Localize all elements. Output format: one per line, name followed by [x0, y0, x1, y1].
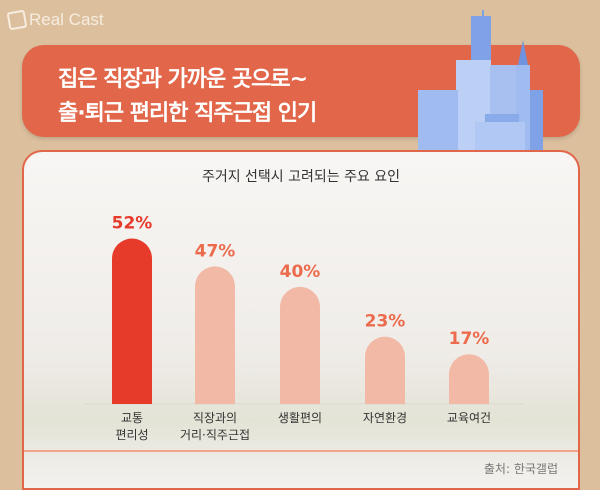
category-label-0: 교통 — [121, 411, 143, 425]
category-label-0: 편리성 — [115, 428, 148, 442]
data-label-1: 47% — [195, 241, 236, 261]
bar-0 — [112, 238, 152, 404]
bar-3 — [365, 336, 405, 404]
headline-line1: 집은 직장과 가까운 곳으로~ — [58, 67, 308, 92]
city-buildings-illustration — [418, 10, 543, 170]
data-label-0: 52% — [112, 214, 153, 234]
footer-divider — [24, 450, 578, 452]
source-note: 출처: 한국갤럽 — [483, 462, 558, 476]
data-label-4: 17% — [449, 329, 490, 349]
brand-logo: Real Cast — [6, 9, 104, 31]
brand-name: Real Cast — [29, 10, 104, 29]
bar-4 — [449, 354, 489, 404]
headline-line2: 출·퇴근 편리한 직주근접 인기 — [58, 101, 317, 126]
bar-1 — [195, 266, 235, 404]
category-label-4: 교육여건 — [447, 411, 491, 425]
category-label-1: 직장과의 — [193, 411, 237, 425]
category-label-2: 생활편의 — [278, 411, 322, 425]
bar-2 — [280, 286, 320, 404]
data-label-3: 23% — [365, 312, 406, 332]
category-label-1: 거리·직주근접 — [180, 428, 250, 442]
data-label-2: 40% — [280, 262, 321, 282]
chart-title: 주거지 선택시 고려되는 주요 요인 — [201, 169, 401, 185]
category-label-3: 자연환경 — [363, 411, 407, 425]
logo-icon — [6, 9, 28, 31]
